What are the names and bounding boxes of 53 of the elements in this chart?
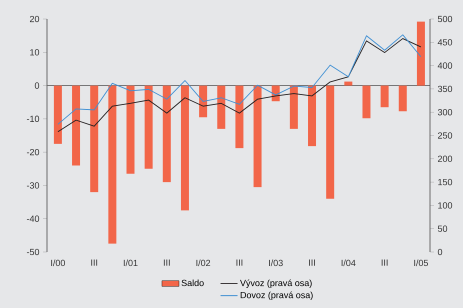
- y-tick-label: -10: [26, 116, 40, 122]
- y-tick-label: -30: [26, 182, 40, 189]
- bar: [126, 86, 134, 174]
- x-tick-label: III: [309, 260, 315, 266]
- bar: [199, 86, 208, 118]
- bar: [180, 86, 189, 210]
- legend-label: Vývoz (pravá osa): [240, 279, 312, 288]
- bar: [362, 86, 370, 118]
- y-tick-label: -20: [26, 148, 40, 156]
- y2-tick-label: 50: [438, 226, 448, 232]
- x-tick-label: I/03: [269, 260, 283, 266]
- bar: [344, 82, 352, 86]
- x-tick-label: I/02: [196, 260, 210, 266]
- y2-tick-label: 500: [438, 16, 452, 22]
- y2-tick-label: 350: [438, 86, 452, 92]
- bar: [326, 86, 334, 199]
- y2-tick-label: 250: [438, 132, 452, 139]
- bar: [72, 86, 80, 166]
- bar: [380, 86, 389, 108]
- x-tick-label: I/04: [342, 260, 356, 266]
- y2-tick-label: 400: [438, 62, 452, 69]
- bar: [290, 86, 298, 129]
- y2-tick-label: 100: [438, 202, 452, 209]
- bar: [308, 86, 316, 146]
- bar: [398, 86, 407, 112]
- y-tick-label: -50: [26, 248, 40, 256]
- legend-label: Saldo: [182, 280, 204, 286]
- bar: [108, 86, 116, 244]
- bar: [144, 86, 153, 169]
- bar: [254, 86, 262, 188]
- bar: [235, 86, 244, 148]
- bar: [54, 86, 62, 144]
- x-tick-label: I/00: [51, 260, 66, 266]
- y-tick-label: 20: [30, 16, 40, 22]
- y2-tick-label: 300: [438, 109, 452, 116]
- y2-tick-label: 200: [438, 156, 452, 162]
- y-tick-label: -40: [26, 216, 40, 222]
- bar: [162, 86, 171, 182]
- x-tick-label: I/05: [414, 260, 428, 266]
- y2-tick-label: 450: [438, 39, 452, 46]
- bar: [416, 22, 425, 86]
- y-tick-label: 0: [34, 82, 40, 89]
- x-tick-label: III: [382, 260, 388, 266]
- y2-tick-label: 0: [438, 248, 442, 256]
- y-tick-label: 10: [30, 49, 40, 56]
- legend-label: Dovoz (pravá osa): [240, 292, 313, 300]
- bar: [90, 86, 98, 192]
- x-tick-label: III: [236, 260, 242, 266]
- x-tick-label: III: [91, 260, 98, 266]
- x-tick-label: I/01: [124, 260, 138, 266]
- bar: [217, 86, 226, 129]
- x-tick-label: III: [164, 260, 170, 266]
- y2-tick-label: 150: [438, 178, 452, 186]
